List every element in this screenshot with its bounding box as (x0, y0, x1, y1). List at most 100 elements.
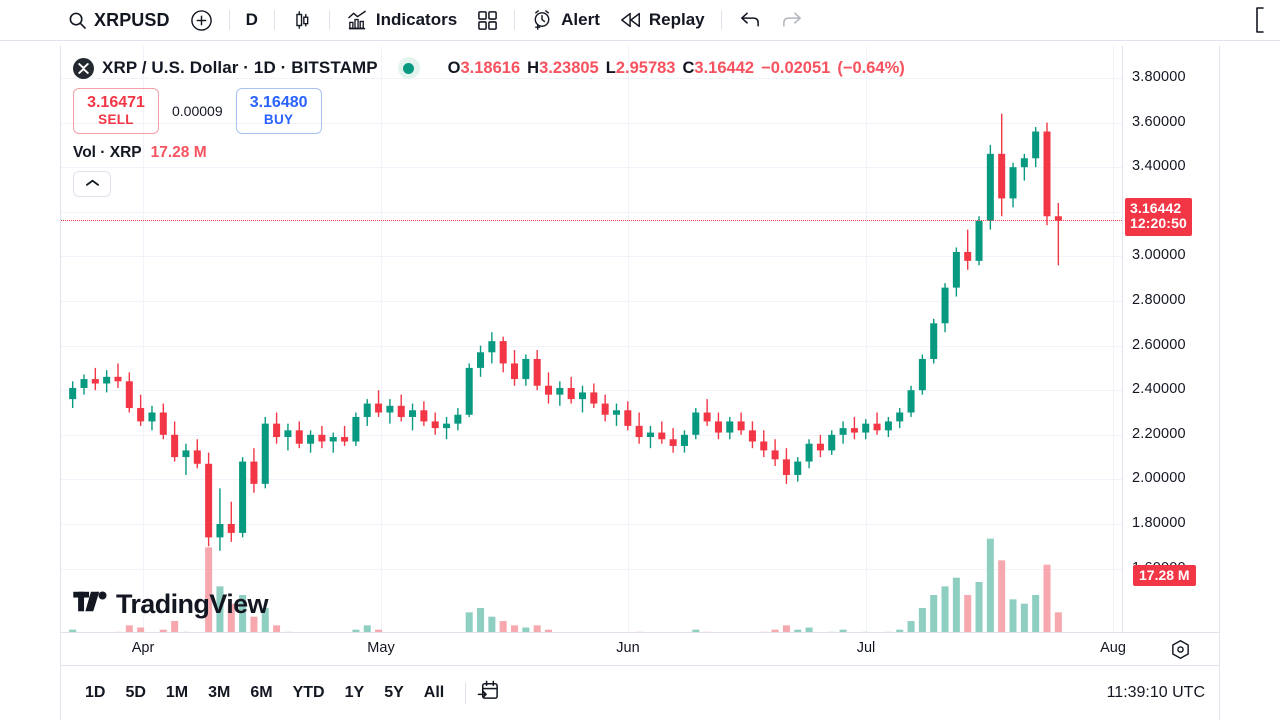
volume-bar (771, 629, 779, 632)
candle-body (850, 428, 858, 433)
top-toolbar: XRPUSD D (0, 0, 1280, 41)
plus-circle-icon (190, 9, 213, 32)
alert-button[interactable]: Alert (522, 5, 609, 35)
range-button-1m[interactable]: 1M (165, 684, 189, 701)
candle-body (737, 421, 745, 431)
volume-label[interactable]: Vol · XRP (73, 144, 142, 162)
collapse-legend-button[interactable] (73, 171, 111, 198)
candle-body (794, 461, 802, 475)
candle-body (1054, 216, 1062, 221)
volume-bar (782, 625, 790, 632)
layouts-button[interactable] (468, 5, 507, 35)
ohlc-o-value: 3.18616 (460, 58, 521, 77)
range-button-5y[interactable]: 5Y (384, 684, 404, 701)
symbol-search-button[interactable]: XRPUSD (59, 5, 179, 35)
price-tick-label: 3.00000 (1132, 247, 1186, 264)
legend-title[interactable]: XRP / U.S. Dollar · 1D · BITSTAMP (102, 58, 378, 77)
candle-body (375, 403, 383, 413)
candle-body (420, 410, 428, 422)
ohlc-change: −0.02051 (761, 58, 831, 77)
toolbar-right-group (1250, 5, 1280, 35)
chart-style-button[interactable] (282, 5, 322, 35)
candle-body (477, 352, 485, 368)
range-button-1d[interactable]: 1D (85, 684, 106, 701)
candle-body (386, 405, 394, 413)
indicators-icon (346, 9, 369, 32)
volume-bar (477, 608, 485, 632)
candle-body (884, 421, 892, 431)
candle-body (1043, 131, 1051, 217)
bottom-divider (465, 682, 467, 704)
volume-bar (205, 547, 213, 632)
candle-body (578, 392, 587, 400)
volume-bar (250, 616, 258, 632)
range-button-3m[interactable]: 3M (208, 684, 231, 701)
volume-bar (522, 627, 530, 632)
volume-bar (794, 629, 802, 632)
candle-body (658, 432, 666, 440)
price-scale[interactable]: 3.800003.600003.400003.200003.000002.800… (1122, 46, 1219, 632)
sell-button[interactable]: 3.16471 SELL (73, 88, 159, 135)
candle-body (703, 412, 711, 422)
candle-body (499, 341, 507, 364)
volume-bar (227, 603, 235, 632)
range-button-ytd[interactable]: YTD (292, 684, 325, 701)
range-button-5d[interactable]: 5D (125, 684, 146, 701)
toolbar-divider (328, 10, 330, 30)
timescale-settings-icon[interactable] (1170, 639, 1191, 665)
volume-bar (998, 560, 1006, 632)
goto-date-icon[interactable] (477, 679, 500, 707)
volume-badge[interactable]: 17.28 M (1133, 565, 1196, 586)
chevron-up-icon (85, 175, 100, 193)
chart-pane[interactable]: TradingView (61, 46, 1124, 632)
buy-button[interactable]: 3.16480 BUY (235, 88, 322, 135)
market-open-dot[interactable] (397, 57, 420, 79)
ohlc-o-label: O (447, 58, 461, 77)
ohlc-c-label: C (682, 58, 695, 77)
undo-button[interactable] (729, 5, 770, 35)
time-tick-label: Aug (1100, 640, 1126, 656)
ohlc-h-label: H (527, 58, 540, 77)
interval-button[interactable]: D (237, 5, 267, 35)
toolbar-divider (514, 10, 516, 30)
current-price-time: 12:20:50 (1130, 215, 1187, 232)
volume-bar (69, 629, 77, 632)
volume-bar (216, 586, 224, 632)
volume-value: 17.28 M (150, 144, 207, 162)
volume-bar (1043, 564, 1051, 632)
volume-bar (1009, 599, 1017, 632)
time-axis[interactable]: Apr May Jun Jul Aug (60, 632, 1220, 665)
range-button-6m[interactable]: 6M (250, 684, 273, 701)
grid-layout-icon (477, 10, 498, 31)
bottom-bar: 1D 5D 1M 3M 6M YTD 1Y 5Y All 11:39:10 UTC (60, 665, 1220, 720)
legend-title-row: XRP / U.S. Dollar · 1D · BITSTAMP O3.186… (73, 56, 905, 80)
current-price-badge[interactable]: 3.16442 12:20:50 (1125, 197, 1192, 237)
replay-button[interactable]: Replay (611, 5, 714, 35)
volume-legend-row: Vol · XRP 17.28 M (73, 144, 905, 162)
volume-bar (125, 625, 133, 632)
candle-body (159, 412, 167, 435)
candle-body (295, 430, 303, 444)
candle-body (771, 450, 779, 460)
volume-bar (839, 629, 847, 632)
price-tick-label: 2.00000 (1132, 470, 1186, 487)
interval-label: D (245, 10, 258, 29)
indicators-button[interactable]: Indicators (337, 5, 466, 35)
range-button-all[interactable]: All (423, 684, 445, 701)
candle-body (567, 387, 575, 400)
candle-body (488, 341, 496, 353)
candle-body (171, 434, 179, 458)
candle-body (273, 423, 281, 438)
range-button-1y[interactable]: 1Y (344, 684, 365, 701)
xrp-logo-icon (73, 57, 94, 79)
ohlc-l-value: 2.95783 (615, 58, 676, 77)
redo-button[interactable] (772, 5, 813, 35)
candle-body (986, 153, 994, 221)
candle-body (284, 430, 292, 438)
add-symbol-button[interactable] (181, 5, 222, 35)
chart-legend: XRP / U.S. Dollar · 1D · BITSTAMP O3.186… (73, 56, 905, 198)
volume-bar (692, 629, 700, 632)
volume-bar (986, 538, 994, 632)
bracket-icon[interactable] (1250, 5, 1270, 35)
